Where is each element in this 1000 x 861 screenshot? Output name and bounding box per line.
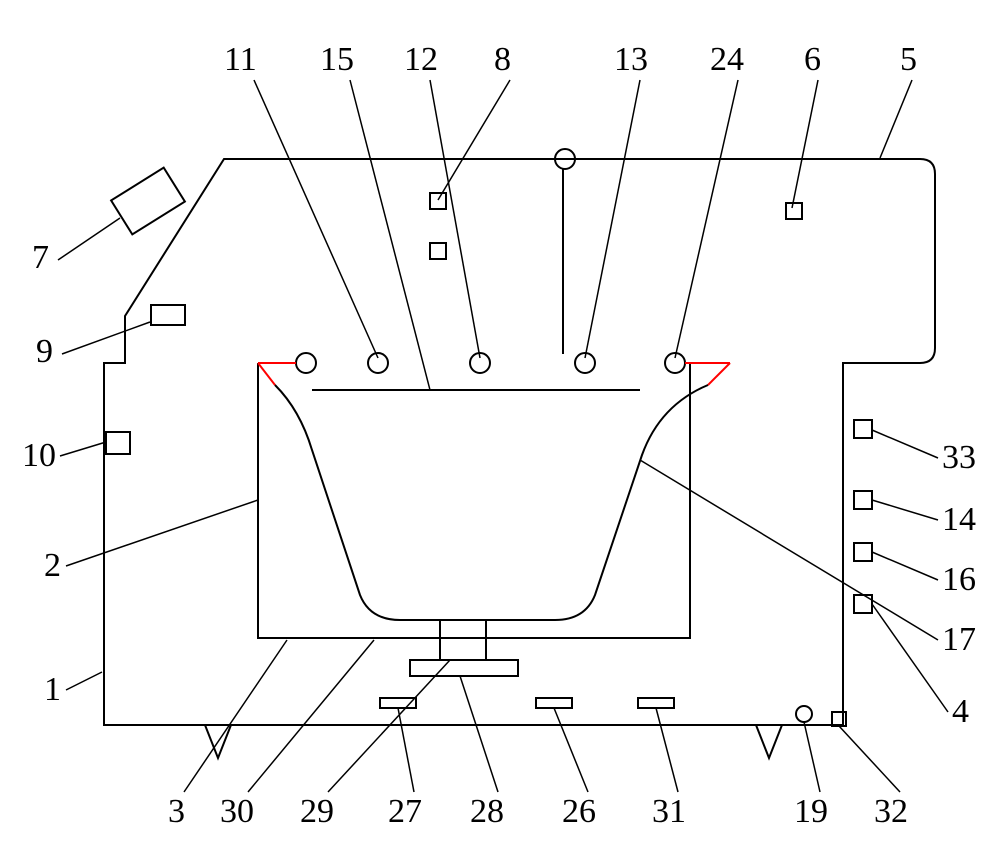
part-label-19: 19: [794, 793, 828, 830]
part-label-30: 30: [220, 793, 254, 830]
leader-line-10: [60, 442, 106, 456]
leader-line-27: [398, 708, 414, 792]
accent-segment-3: [708, 363, 730, 385]
leader-line-28: [460, 676, 498, 792]
foot-1: [756, 725, 782, 758]
lid-square-1: [430, 243, 446, 259]
leader-line-14: [872, 500, 938, 520]
leader-line-4: [872, 604, 948, 712]
leader-line-12: [430, 80, 480, 358]
leader-line-3: [184, 640, 287, 792]
lid-square-0: [430, 193, 446, 209]
part-label-2: 2: [44, 547, 61, 584]
part-label-8: 8: [494, 41, 511, 78]
leader-line-30: [248, 640, 374, 792]
leader-line-31: [656, 708, 678, 792]
part-label-13: 13: [614, 41, 648, 78]
part-label-11: 11: [224, 41, 257, 78]
leader-line-2: [66, 500, 258, 566]
part-label-29: 29: [300, 793, 334, 830]
leader-line-13: [585, 80, 640, 358]
part-label-15: 15: [320, 41, 354, 78]
part-label-33: 33: [942, 439, 976, 476]
part-label-4: 4: [952, 693, 969, 730]
part-label-32: 32: [874, 793, 908, 830]
leader-line-32: [839, 726, 900, 792]
leader-line-19: [804, 722, 820, 792]
part-label-16: 16: [942, 561, 976, 598]
technical-diagram: 11 15 12 8 13 24 6 5 7 9 10 2 1 33 14 16 17 4 3 30 29 27 28 26 3…: [0, 0, 1000, 861]
leader-line-24: [675, 80, 738, 358]
bottom-rect-1: [536, 698, 572, 708]
inner-tub: [275, 385, 708, 620]
leader-line-33: [872, 430, 938, 458]
accent-segment-2: [258, 363, 275, 385]
part-label-17: 17: [942, 621, 976, 658]
right-square-0: [854, 420, 872, 438]
part-label-5: 5: [900, 41, 917, 78]
leader-line-15: [350, 80, 430, 390]
leader-line-1: [66, 672, 102, 690]
rim-circle-1: [368, 353, 388, 373]
leader-line-7: [58, 218, 120, 260]
leader-line-17: [640, 460, 938, 640]
outer-body-outline: [104, 159, 935, 725]
right-square-2: [854, 543, 872, 561]
leader-line-16: [872, 552, 938, 580]
part-label-1: 1: [44, 671, 61, 708]
part-label-12: 12: [404, 41, 438, 78]
right-square-1: [854, 491, 872, 509]
part-label-6: 6: [804, 41, 821, 78]
angled-attachment: [111, 168, 185, 235]
part-label-9: 9: [36, 333, 53, 370]
part-label-28: 28: [470, 793, 504, 830]
bottom-rect-2: [638, 698, 674, 708]
leader-line-11: [254, 80, 378, 358]
leader-line-8: [438, 80, 510, 200]
part-label-7: 7: [32, 239, 49, 276]
rim-circle-0: [296, 353, 316, 373]
part-label-27: 27: [388, 793, 422, 830]
lid-square-2: [786, 203, 802, 219]
part-label-3: 3: [168, 793, 185, 830]
part-label-31: 31: [652, 793, 686, 830]
inner-bracket: [258, 363, 690, 638]
leader-line-26: [554, 708, 588, 792]
leader-line-5: [880, 80, 912, 158]
part-label-10: 10: [22, 437, 56, 474]
leader-line-9: [62, 322, 150, 354]
part-label-26: 26: [562, 793, 596, 830]
leader-line-6: [792, 80, 818, 208]
part-label-24: 24: [710, 41, 744, 78]
part-label-14: 14: [942, 501, 976, 538]
